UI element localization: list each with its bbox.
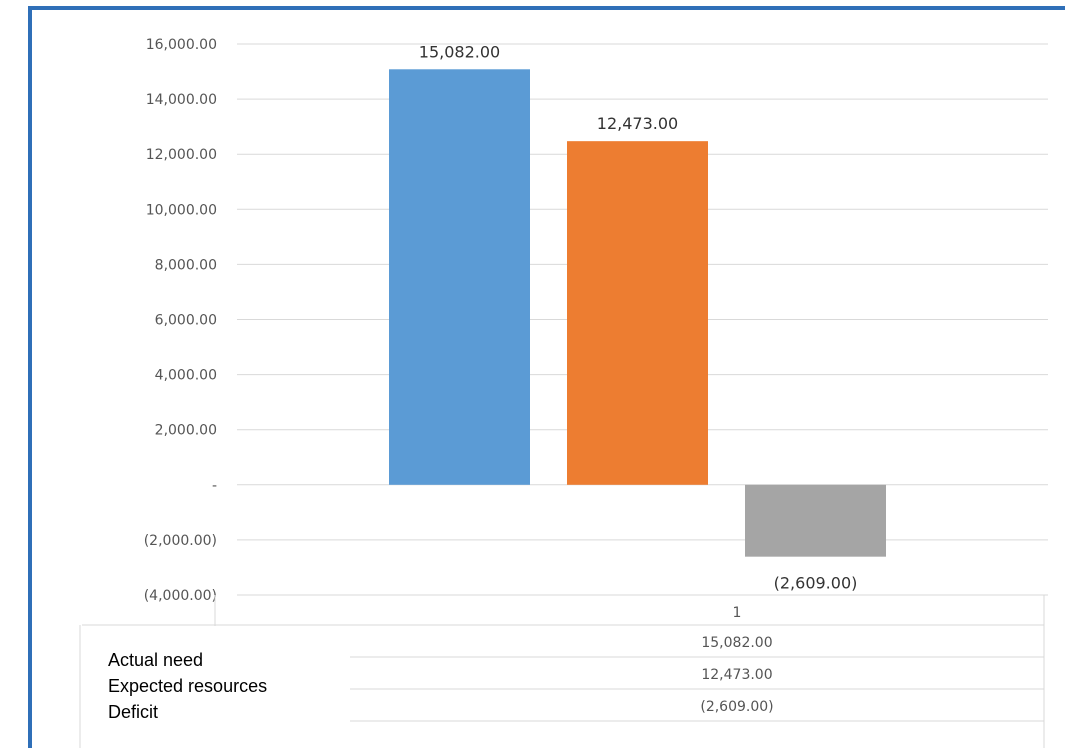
table-cell: 15,082.00 (701, 635, 772, 651)
y-tick-label: 4,000.00 (155, 368, 217, 384)
y-axis: 16,000.00 14,000.00 12,000.00 10,000.00 8,00… (144, 37, 217, 604)
legend-entry: Expected resources (108, 676, 267, 696)
data-table: 1 15,082.00 Actual need 12,473.00 Expected r… (79, 594, 1045, 748)
data-label-3: (2,609.00) (774, 574, 858, 593)
legend-entry: Deficit (108, 702, 158, 722)
data-labels: 15,082.00 12,473.00 (2,609.00) (419, 42, 858, 592)
chart-frame: 16,000.00 14,000.00 12,000.00 10,000.00 8,00… (28, 6, 1065, 748)
table-cell: 12,473.00 (701, 667, 772, 683)
y-tick-label: (4,000.00) (144, 588, 217, 604)
y-tick-label: 16,000.00 (146, 37, 217, 53)
table-header: 1 (733, 605, 742, 621)
data-label-2: 12,473.00 (597, 114, 678, 133)
y-tick-label: 2,000.00 (155, 423, 217, 439)
y-tick-label: 6,000.00 (155, 313, 217, 329)
table-cell: (2,609.00) (700, 699, 773, 715)
bar-2 (567, 141, 708, 485)
bars (389, 69, 886, 557)
y-tick-label: - (212, 478, 217, 494)
bar-1 (389, 69, 530, 485)
y-tick-label: 12,000.00 (146, 147, 217, 163)
bar-chart: 16,000.0014,000.0012,000.0010,000.008,00… (79, 37, 1048, 748)
y-tick-label: (2,000.00) (144, 533, 217, 549)
y-tick-label: 8,000.00 (155, 257, 217, 273)
bar-3 (745, 484, 886, 557)
y-tick-label: 10,000.00 (146, 202, 217, 218)
legend-entry: Actual need (108, 650, 203, 670)
legend-box (82, 626, 350, 748)
data-label-1: 15,082.00 (419, 42, 500, 61)
y-tick-label: 14,000.00 (146, 92, 217, 108)
